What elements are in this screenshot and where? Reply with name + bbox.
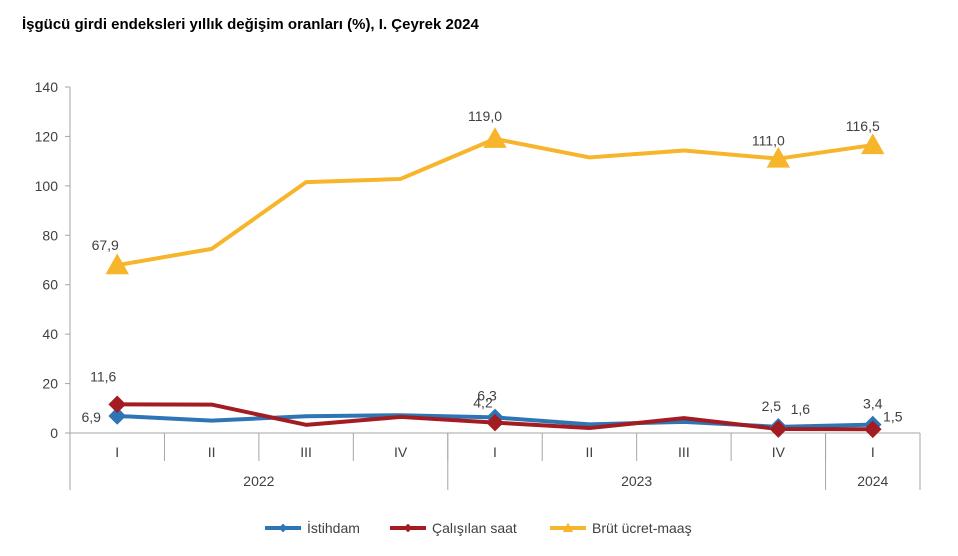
series-marker-2 bbox=[766, 146, 791, 168]
y-tick-label: 120 bbox=[35, 128, 59, 144]
y-tick-label: 0 bbox=[50, 425, 58, 441]
x-tick-label: I bbox=[493, 444, 497, 460]
y-tick-label: 20 bbox=[42, 376, 58, 392]
legend-swatch-marker bbox=[562, 522, 574, 532]
data-label: 1,5 bbox=[883, 408, 903, 424]
data-label: 119,0 bbox=[468, 108, 502, 124]
series-marker-2 bbox=[861, 133, 885, 155]
legend-label: İstihdam bbox=[307, 519, 360, 536]
x-year-label: 2023 bbox=[621, 473, 652, 489]
legend-swatch-marker bbox=[403, 523, 413, 533]
y-tick-label: 40 bbox=[42, 326, 58, 342]
x-tick-label: III bbox=[300, 444, 312, 460]
data-label: 2,5 bbox=[762, 398, 782, 414]
x-tick-label: II bbox=[208, 444, 216, 460]
series-marker-1 bbox=[769, 420, 788, 438]
x-year-label: 2022 bbox=[243, 473, 274, 489]
data-label: 111,0 bbox=[752, 133, 785, 149]
data-label: 116,5 bbox=[846, 118, 880, 134]
series-line-2 bbox=[115, 136, 875, 268]
series-marker-1 bbox=[108, 395, 127, 414]
legend-label: Brüt ücret-maaş bbox=[592, 520, 692, 536]
x-tick-label: I bbox=[115, 444, 119, 460]
y-tick-label: 60 bbox=[42, 277, 58, 293]
y-tick-label: 80 bbox=[42, 227, 58, 243]
legend-swatch-marker bbox=[278, 523, 288, 533]
data-label: 6,9 bbox=[81, 409, 101, 425]
series-marker-0 bbox=[108, 407, 127, 425]
data-label: 4,2 bbox=[473, 395, 493, 411]
legend-label: Çalışılan saat bbox=[432, 520, 517, 536]
series-marker-2 bbox=[483, 127, 507, 148]
chart-title: İşgücü girdi endeksleri yıllık değişim o… bbox=[22, 16, 479, 33]
y-tick-label: 100 bbox=[35, 178, 59, 194]
x-tick-label: III bbox=[678, 444, 690, 460]
x-tick-label: I bbox=[871, 444, 875, 460]
x-year-label: 2024 bbox=[857, 473, 888, 489]
series-marker-2 bbox=[105, 253, 129, 275]
y-tick-label: 140 bbox=[35, 79, 59, 95]
x-tick-label: IV bbox=[772, 444, 786, 460]
x-tick-label: IV bbox=[394, 444, 408, 460]
data-label: 6,3 bbox=[477, 387, 497, 403]
series-marker-1 bbox=[486, 413, 504, 432]
data-label: 67,9 bbox=[92, 237, 119, 253]
x-tick-label: II bbox=[586, 444, 594, 460]
data-label: 3,4 bbox=[863, 396, 883, 412]
data-label: 1,6 bbox=[791, 401, 811, 417]
data-label: 11,6 bbox=[90, 368, 116, 384]
series-marker-1 bbox=[863, 420, 882, 439]
